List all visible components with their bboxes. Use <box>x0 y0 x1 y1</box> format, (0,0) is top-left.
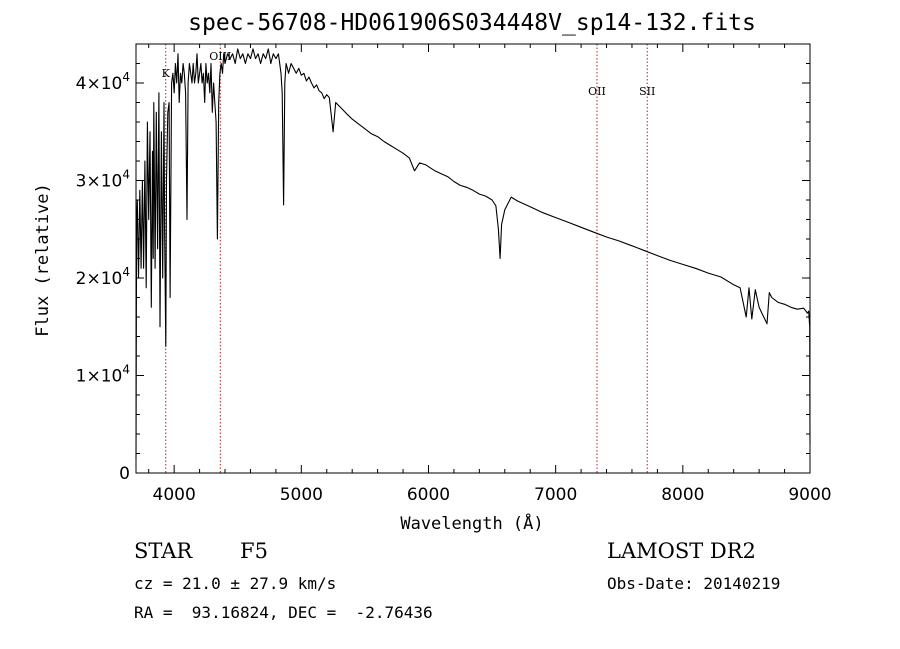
object-subclass: F5 <box>240 539 268 563</box>
observation-date: Obs-Date: 20140219 <box>607 574 781 593</box>
marker-label-oiii: OIII <box>209 50 231 63</box>
y-tick-label: 4×104 <box>76 70 130 94</box>
plot-frame <box>135 43 811 474</box>
marker-label-k: K <box>162 67 171 80</box>
y-axis-label: Flux (relative) <box>33 183 53 337</box>
x-tick-label: 9000 <box>788 485 831 505</box>
y-tick-label: 0 <box>119 464 130 484</box>
x-tick-label: 4000 <box>153 485 196 505</box>
x-tick-label: 8000 <box>661 485 704 505</box>
redshift-readout: cz = 21.0 ± 27.9 km/s <box>134 574 337 593</box>
marker-label-oii: OII <box>588 85 606 98</box>
y-tick-label: 1×104 <box>76 363 130 387</box>
x-axis-ticks: 4000 5000 6000 7000 8000 9000 <box>148 44 832 505</box>
spectral-line-markers: K OIII OII SII <box>162 44 655 473</box>
spectrum-line <box>135 48 811 459</box>
x-tick-label: 6000 <box>407 485 450 505</box>
y-tick-label: 2×104 <box>76 265 130 289</box>
survey-name: LAMOST DR2 <box>607 539 756 563</box>
x-tick-label: 5000 <box>280 485 323 505</box>
coordinates-readout: RA = 93.16824, DEC = -2.76436 <box>134 603 433 622</box>
x-axis-label: Wavelength (Å) <box>400 512 543 534</box>
y-axis-ticks: 0 1×104 2×104 3×104 4×104 <box>76 63 810 484</box>
y-tick-label: 3×104 <box>76 168 130 192</box>
marker-label-sii: SII <box>639 85 655 98</box>
chart-title: spec-56708-HD061906S034448V_sp14-132.fit… <box>188 10 756 36</box>
x-tick-label: 7000 <box>534 485 577 505</box>
object-class: STAR <box>134 539 193 563</box>
